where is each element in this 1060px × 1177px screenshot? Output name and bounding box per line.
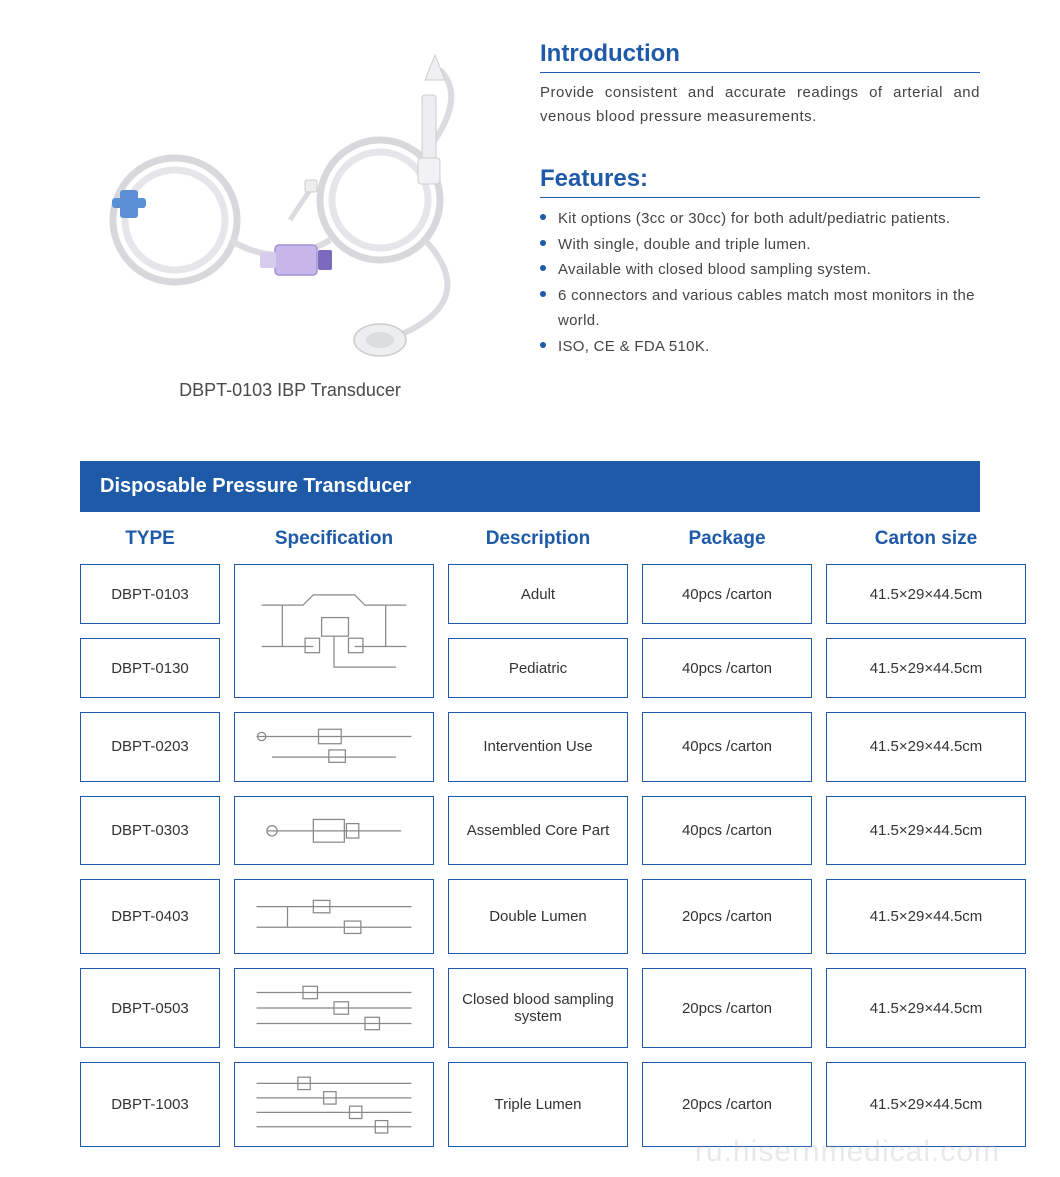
type-cell: DBPT-1003 <box>80 1062 220 1147</box>
type-cell: DBPT-0130 <box>80 638 220 698</box>
description-cell: Intervention Use <box>448 712 628 782</box>
carton-cell: 41.5×29×44.5cm <box>826 638 1026 698</box>
type-cell: DBPT-0103 <box>80 564 220 624</box>
description-cell: Assembled Core Part <box>448 796 628 866</box>
spec-cell <box>234 712 434 782</box>
spec-cell <box>234 796 434 866</box>
carton-cell: 41.5×29×44.5cm <box>826 796 1026 866</box>
carton-cell: 41.5×29×44.5cm <box>826 712 1026 782</box>
description-cell: Closed blood sampling system <box>448 968 628 1048</box>
carton-cell: 41.5×29×44.5cm <box>826 879 1026 954</box>
column-header: TYPE <box>80 528 220 550</box>
package-cell: 40pcs /carton <box>642 796 812 866</box>
features-title: Features: <box>540 165 980 198</box>
column-header: Description <box>448 528 628 550</box>
type-cell: DBPT-0503 <box>80 968 220 1048</box>
package-cell: 40pcs /carton <box>642 712 812 782</box>
product-image <box>80 40 480 360</box>
intro-title: Introduction <box>540 40 980 73</box>
product-caption: DBPT-0103 IBP Transducer <box>80 380 500 401</box>
spec-cell <box>234 1062 434 1147</box>
watermark-text: ru.hisernmedical.com <box>695 1135 1000 1169</box>
description-cell: Adult <box>448 564 628 624</box>
product-column: DBPT-0103 IBP Transducer <box>80 40 500 401</box>
data-grid: DBPT-0103 Adult40pcs /carton41.5×29×44.5… <box>80 564 980 1147</box>
package-cell: 40pcs /carton <box>642 638 812 698</box>
feature-item: With single, double and triple lumen. <box>540 232 980 258</box>
feature-item: Kit options (3cc or 30cc) for both adult… <box>540 206 980 232</box>
intro-text: Provide consistent and accurate readings… <box>540 81 980 129</box>
spec-cell <box>234 968 434 1048</box>
table-title-bar: Disposable Pressure Transducer <box>80 461 980 512</box>
column-header: Carton size <box>826 528 1026 550</box>
package-cell: 20pcs /carton <box>642 968 812 1048</box>
package-cell: 40pcs /carton <box>642 564 812 624</box>
column-header: Package <box>642 528 812 550</box>
type-cell: DBPT-0203 <box>80 712 220 782</box>
column-header: Specification <box>234 528 434 550</box>
feature-item: 6 connectors and various cables match mo… <box>540 283 980 334</box>
top-section: DBPT-0103 IBP Transducer Introduction Pr… <box>80 40 980 401</box>
info-column: Introduction Provide consistent and accu… <box>540 40 980 401</box>
type-cell: DBPT-0403 <box>80 879 220 954</box>
transducer-illustration <box>80 40 480 360</box>
carton-cell: 41.5×29×44.5cm <box>826 968 1026 1048</box>
package-cell: 20pcs /carton <box>642 879 812 954</box>
spec-cell <box>234 879 434 954</box>
page-container: DBPT-0103 IBP Transducer Introduction Pr… <box>0 0 1060 1177</box>
column-headers-row: TYPESpecificationDescriptionPackageCarto… <box>80 528 980 550</box>
carton-cell: 41.5×29×44.5cm <box>826 564 1026 624</box>
description-cell: Triple Lumen <box>448 1062 628 1147</box>
feature-item: Available with closed blood sampling sys… <box>540 257 980 283</box>
type-cell: DBPT-0303 <box>80 796 220 866</box>
description-cell: Pediatric <box>448 638 628 698</box>
description-cell: Double Lumen <box>448 879 628 954</box>
spec-cell <box>234 564 434 698</box>
feature-item: ISO, CE & FDA 510K. <box>540 334 980 360</box>
features-list: Kit options (3cc or 30cc) for both adult… <box>540 206 980 359</box>
